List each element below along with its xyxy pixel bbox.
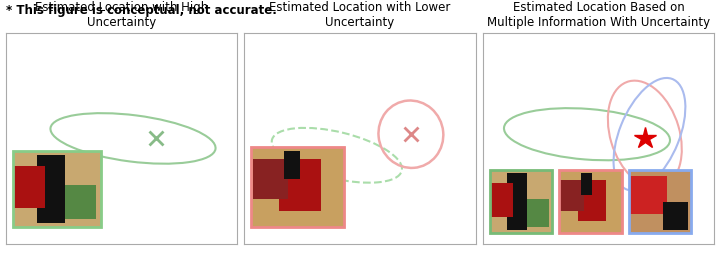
FancyBboxPatch shape [560,180,584,211]
Title: Estimated Location with Lower
Uncertainty: Estimated Location with Lower Uncertaint… [269,1,451,29]
Text: * This figure is conceptual, not accurate.: * This figure is conceptual, not accurat… [6,4,276,17]
FancyBboxPatch shape [508,173,527,230]
FancyBboxPatch shape [490,170,552,233]
FancyBboxPatch shape [253,159,288,199]
Title: Estimated Location Based on
Multiple Information With Uncertainty: Estimated Location Based on Multiple Inf… [487,1,710,29]
Title: Estimated Location with High
Uncertainty: Estimated Location with High Uncertainty [35,1,208,29]
FancyBboxPatch shape [581,173,593,195]
FancyBboxPatch shape [251,147,344,227]
FancyBboxPatch shape [66,185,96,219]
FancyBboxPatch shape [663,202,688,230]
FancyBboxPatch shape [13,151,101,227]
FancyBboxPatch shape [578,180,606,221]
FancyBboxPatch shape [284,151,300,179]
FancyBboxPatch shape [279,159,320,211]
FancyBboxPatch shape [491,183,513,217]
FancyBboxPatch shape [559,170,621,233]
FancyBboxPatch shape [527,199,549,227]
FancyBboxPatch shape [630,176,667,214]
FancyBboxPatch shape [37,155,66,223]
FancyBboxPatch shape [629,170,691,233]
FancyBboxPatch shape [14,166,45,208]
